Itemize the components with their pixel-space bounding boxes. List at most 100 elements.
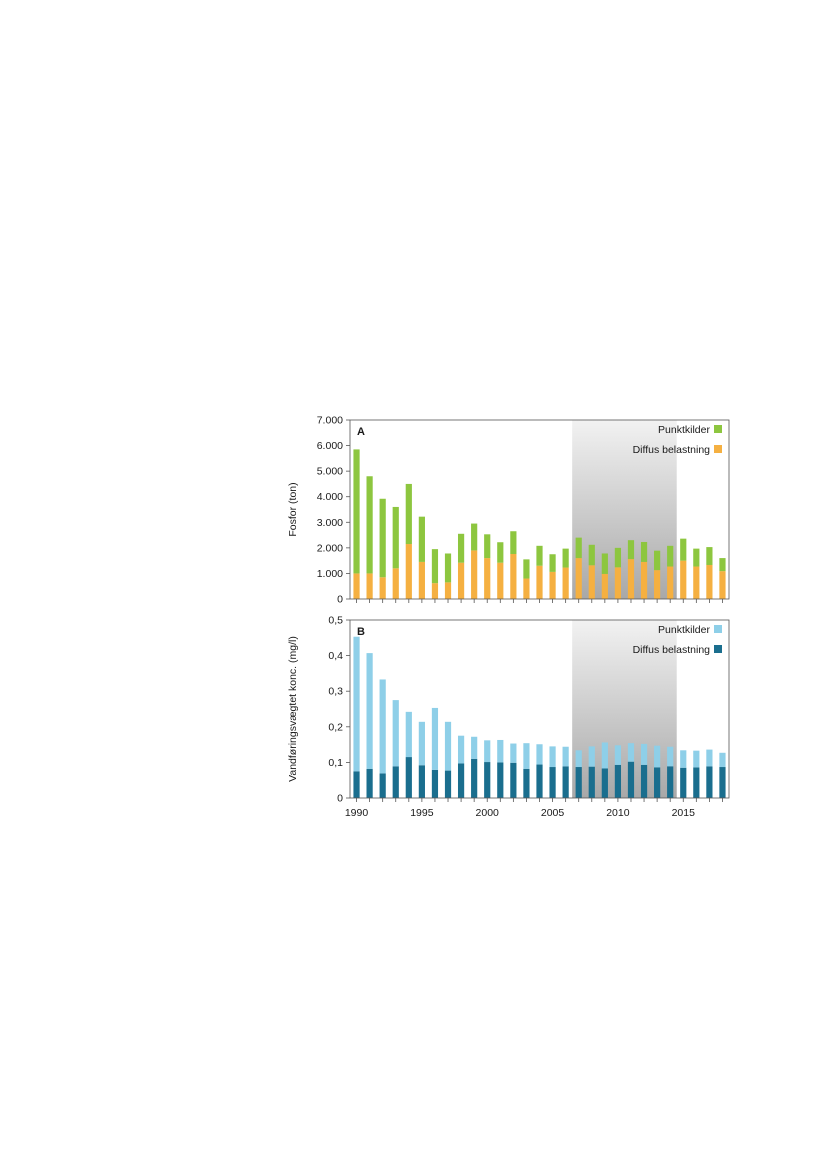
bar-diffus-2007 [575, 558, 582, 599]
bar-punktkilder-1993 [392, 506, 399, 569]
bar-diffus-2012 [640, 764, 648, 798]
bar-punktkilder-2009 [601, 553, 608, 574]
bar-punktkilder-2004 [536, 545, 543, 566]
y-tick-label: 0,5 [328, 615, 343, 627]
bar-punktkilder-2007 [575, 750, 582, 768]
bar-diffus-1998 [457, 562, 465, 599]
bar-punktkilder-2016 [693, 750, 700, 768]
bar-punktkilder-1990 [353, 636, 360, 772]
bar-diffus-2002 [510, 553, 517, 599]
bar-punktkilder-2006 [562, 746, 569, 767]
bar-diffus-1991 [366, 573, 373, 599]
bar-punktkilder-1991 [366, 476, 373, 574]
bar-punktkilder-2003 [523, 743, 530, 769]
bar-punktkilder-2000 [484, 534, 491, 559]
x-tick-label: 2000 [476, 807, 500, 819]
bar-diffus-2010 [614, 567, 622, 599]
bar-punktkilder-1994 [405, 483, 412, 545]
bar-punktkilder-2017 [706, 547, 713, 565]
bar-diffus-2016 [693, 566, 700, 599]
bar-diffus-2004 [536, 764, 543, 798]
bar-punktkilder-1992 [379, 679, 386, 774]
bar-diffus-2001 [497, 762, 504, 798]
bar-punktkilder-2011 [627, 540, 635, 560]
bar-punktkilder-2013 [654, 745, 661, 768]
panel-label: A [357, 426, 365, 438]
bar-diffus-2009 [601, 573, 608, 599]
y-tick-label: 0,1 [328, 757, 343, 769]
bar-punktkilder-1996 [431, 707, 439, 770]
bar-punktkilder-2008 [588, 544, 595, 566]
bar-diffus-2001 [497, 562, 504, 599]
bar-diffus-2013 [654, 767, 661, 798]
bar-diffus-2014 [667, 766, 674, 798]
bar-diffus-2015 [680, 560, 687, 599]
bar-punktkilder-1999 [471, 523, 478, 551]
bar-punktkilder-1997 [444, 553, 452, 583]
bar-punktkilder-2008 [588, 746, 595, 767]
bar-punktkilder-1994 [405, 711, 412, 758]
bar-diffus-1995 [418, 765, 425, 798]
bar-diffus-1994 [405, 544, 412, 599]
bar-punktkilder-2002 [510, 531, 517, 554]
bar-punktkilder-2001 [497, 542, 504, 563]
bar-diffus-2006 [562, 766, 569, 798]
y-tick-label: 6.000 [317, 440, 343, 452]
bar-diffus-1996 [431, 769, 439, 798]
bar-diffus-1993 [392, 568, 399, 599]
y-tick-label: 1.000 [317, 568, 343, 580]
bar-diffus-2015 [680, 767, 687, 798]
y-axis-label: Fosfor (ton) [287, 482, 299, 536]
y-axis-label: Vandføringsvægtet konc. (mg/l) [287, 636, 299, 782]
y-tick-label: 7.000 [317, 415, 343, 427]
bar-diffus-1991 [366, 768, 373, 798]
bar-punktkilder-1995 [418, 721, 425, 766]
bar-punktkilder-1995 [418, 516, 425, 562]
bar-diffus-2000 [484, 558, 491, 599]
bar-punktkilder-2016 [693, 548, 700, 567]
bar-punktkilder-2011 [627, 743, 635, 762]
bar-diffus-1990 [353, 573, 360, 599]
bar-punktkilder-2004 [536, 744, 543, 765]
bar-punktkilder-2009 [601, 742, 608, 769]
bar-punktkilder-2005 [549, 554, 556, 572]
bar-diffus-1994 [405, 757, 412, 798]
bar-punktkilder-2002 [510, 743, 517, 763]
y-tick-label: 0,2 [328, 721, 343, 733]
bar-punktkilder-2010 [614, 547, 622, 568]
bar-punktkilder-1993 [392, 700, 399, 767]
bar-punktkilder-2015 [680, 750, 687, 768]
bar-diffus-2017 [706, 564, 713, 599]
panel-label: B [357, 626, 365, 638]
bar-diffus-1997 [444, 582, 452, 599]
bar-punktkilder-2005 [549, 746, 556, 768]
bar-punktkilder-2013 [654, 550, 661, 571]
bar-punktkilder-1992 [379, 498, 386, 578]
bar-diffus-2004 [536, 565, 543, 599]
bar-diffus-1999 [471, 758, 478, 798]
bar-diffus-1998 [457, 763, 465, 798]
bar-diffus-2008 [588, 565, 595, 599]
bar-diffus-2006 [562, 567, 569, 599]
y-tick-label: 0 [337, 793, 343, 805]
bar-punktkilder-2018 [719, 558, 726, 572]
bar-diffus-2005 [549, 571, 556, 599]
bar-punktkilder-2001 [497, 739, 504, 763]
bar-diffus-1993 [392, 766, 399, 798]
legend-swatch [714, 425, 722, 433]
bar-punktkilder-1998 [457, 533, 465, 563]
bar-punktkilder-2012 [640, 541, 648, 562]
bar-punktkilder-2015 [680, 538, 687, 561]
bar-punktkilder-2014 [667, 746, 674, 767]
bar-diffus-2005 [549, 767, 556, 798]
legend-label: Diffus belastning [633, 444, 711, 456]
panel-a: 0 1.000 2.000 3.000 4.000 5.000 6.000 7.000 Fosf… [287, 415, 730, 606]
y-tick-label: 0,4 [328, 650, 343, 662]
y-tick-label: 0 [337, 594, 343, 606]
bar-diffus-1996 [431, 583, 439, 599]
bar-diffus-2009 [601, 768, 608, 798]
panel-b: 0 0,1 0,2 0,3 0,4 0,5 1990 1995 2000 2005 2010 2015… [287, 615, 730, 819]
legend-swatch [714, 445, 722, 453]
bar-diffus-1997 [444, 770, 452, 798]
y-tick-label: 4.000 [317, 491, 343, 503]
